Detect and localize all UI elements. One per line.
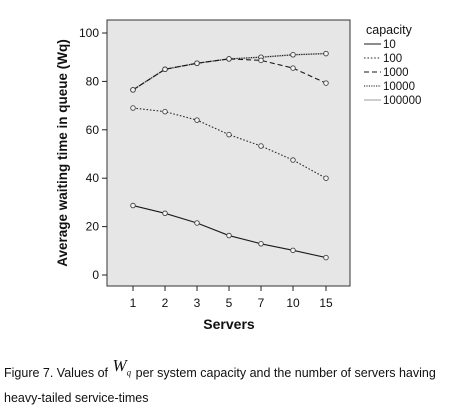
data-point	[258, 241, 264, 247]
series-10	[130, 202, 329, 261]
y-tick-label: 80	[86, 74, 100, 88]
series-1000	[130, 56, 329, 93]
figure-caption: Figure 7. Values of Wq per system capaci…	[4, 356, 452, 408]
data-point	[258, 57, 264, 64]
legend-label: 10	[383, 39, 396, 51]
legend-label: 100	[383, 53, 402, 65]
caption-prefix: Figure 7. Values of	[4, 366, 108, 380]
legend-label: 10000	[383, 81, 415, 93]
data-point	[194, 220, 200, 226]
data-point	[323, 254, 329, 261]
x-tick-label: 2	[162, 296, 169, 310]
data-point	[226, 131, 232, 138]
data-point	[194, 117, 200, 123]
series-layer	[130, 50, 329, 261]
data-point	[162, 210, 168, 217]
y-axis-label: Average waiting time in queue (Wq)	[55, 39, 70, 267]
x-axis: 1 2 3 5 7 10 15	[130, 286, 333, 310]
data-point	[194, 60, 200, 67]
x-axis-label: Servers	[203, 316, 255, 332]
legend: capacity 10 100 1000 10000 100000	[364, 23, 421, 107]
legend-label: 1000	[383, 67, 409, 79]
data-point	[323, 175, 329, 181]
legend-title: capacity	[366, 23, 413, 37]
data-point	[290, 157, 296, 163]
y-tick-label: 100	[79, 26, 99, 40]
x-tick-label: 1	[130, 296, 137, 310]
series-100	[130, 105, 329, 181]
y-axis: 0 20 40 60 80 100	[79, 26, 107, 282]
data-point	[290, 52, 296, 58]
plot-area	[106, 19, 351, 287]
data-point	[130, 87, 136, 93]
y-tick-label: 0	[92, 268, 99, 282]
caption-suffix: per system capacity and the number of se…	[4, 366, 436, 406]
y-tick-label: 40	[86, 171, 100, 185]
data-point	[130, 105, 136, 111]
line-chart: 0 20 40 60 80 100 1 2 3 5 7 10 15 Average waiting t…	[55, 19, 421, 332]
x-tick-label: 15	[319, 296, 333, 310]
x-tick-label: 3	[194, 296, 201, 310]
data-point	[130, 202, 136, 209]
data-point	[226, 56, 232, 62]
data-point	[323, 80, 329, 86]
x-tick-label: 5	[226, 296, 233, 310]
data-point	[290, 65, 296, 71]
y-tick-label: 20	[86, 220, 100, 234]
data-point	[258, 143, 264, 149]
x-tick-label: 10	[286, 296, 300, 310]
data-point	[323, 50, 329, 57]
data-point	[290, 247, 296, 254]
legend-label: 100000	[383, 95, 421, 107]
data-point	[226, 232, 232, 239]
y-tick-label: 60	[86, 123, 100, 137]
data-point	[162, 66, 168, 73]
data-point	[162, 108, 168, 115]
x-tick-label: 7	[258, 296, 265, 310]
caption-symbol: Wq	[112, 356, 132, 378]
